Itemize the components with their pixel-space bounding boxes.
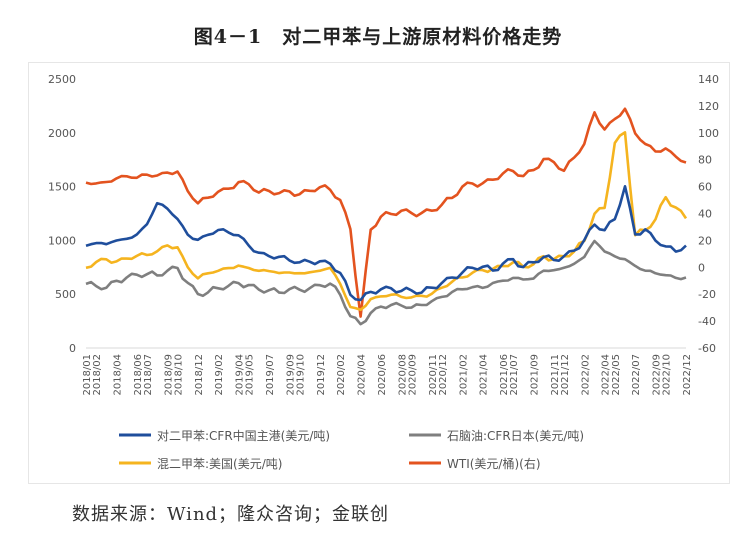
x-tick-label: 2021/07 [509,354,520,396]
x-tick-label: 2020/08 [397,354,408,396]
x-tick-label: 2018/10 [174,354,185,396]
line-chart: 0 500 1000 1500 2000 2500 -60 -40 -20 0 20 40 60 80 10… [48,73,719,471]
x-tick-label: 2022/12 [682,354,693,396]
chart-container: 0 500 1000 1500 2000 2500 -60 -40 -20 0 20 40 60 80 10… [28,62,730,484]
chart-title: 图4－1 对二甲苯与上游原材料价格走势 [193,26,563,48]
y-left-tick-label: 1500 [48,181,76,194]
legend-label: WTI(美元/桶)(右) [447,456,541,471]
x-tick-label: 2019/05 [245,354,256,396]
x-tick-label: 2019/09 [285,354,296,396]
x-tick-label: 2019/10 [296,354,307,396]
legend-label: 石脑油:CFR日本(美元/吨) [447,429,584,443]
x-tick-label: 2020/12 [438,354,449,396]
x-tick-label: 2019/04 [235,354,246,396]
x-tick-label: 2022/02 [580,354,591,396]
x-tick-label: 2019/12 [316,354,327,396]
x-tick-label: 2018/01 [82,354,93,396]
y-right-tick-label: 80 [698,154,712,167]
x-tick-label: 2018/02 [92,354,103,396]
x-tick-label: 2018/06 [133,354,144,396]
y-left-tick-label: 2000 [48,127,76,140]
legend-label: 混二甲苯:美国(美元/吨) [157,457,282,471]
x-tick-label: 2022/05 [611,354,622,396]
y-left-tick-label: 0 [69,342,76,355]
y-right-tick-label: 120 [698,100,719,113]
x-tick-label: 2021/11 [550,354,561,396]
x-tick-label: 2021/09 [529,354,540,396]
x-tick-label: 2021/06 [499,354,510,396]
x-tick-label: 2018/09 [163,354,174,396]
y-right-tick-label: 20 [698,234,712,247]
x-tick-label: 2020/11 [428,354,439,396]
y-left-tick-label: 1000 [48,234,76,247]
x-tick-label: 2019/02 [214,354,225,396]
x-tick-label: 2018/04 [113,354,124,396]
x-tick-label: 2022/07 [631,354,642,396]
y-right-tick-label: 140 [698,73,719,86]
y-right-tick-label: -20 [698,288,716,301]
legend-label: 对二甲苯:CFR中国主港(美元/吨) [157,428,330,443]
x-tick-label: 2018/07 [143,354,154,396]
x-tick-label: 2021/12 [560,354,571,396]
x-tick-label: 2020/06 [377,354,388,396]
y-right-tick-label: 60 [698,181,712,194]
y-right-tick-label: -40 [698,315,716,328]
x-tick-label: 2022/09 [651,354,662,396]
series-line-1 [85,239,687,326]
y-right-tick-label: 100 [698,127,719,140]
x-tick-label: 2021/04 [479,354,490,396]
x-tick-label: 2019/07 [265,354,276,396]
x-tick-label: 2022/04 [601,354,612,396]
y-right-tick-label: 40 [698,208,712,221]
data-source-note: 数据来源：Wind；隆众咨询；金联创 [72,504,390,525]
y-right-tick-label: -60 [698,342,716,355]
x-tick-label: 2022/10 [662,354,673,396]
x-tick-label: 2021/02 [458,354,469,396]
y-right-tick-label: 0 [698,261,705,274]
series-line-2 [85,131,688,312]
x-tick-label: 2020/09 [407,354,418,396]
series-line-3 [85,107,687,318]
x-tick-label: 2020/04 [357,354,368,396]
y-left-tick-label: 500 [55,288,76,301]
x-tick-label: 2020/02 [336,354,347,396]
y-left-tick-label: 2500 [48,73,76,86]
x-tick-label: 2018/12 [194,354,205,396]
series-line-0 [85,185,687,302]
